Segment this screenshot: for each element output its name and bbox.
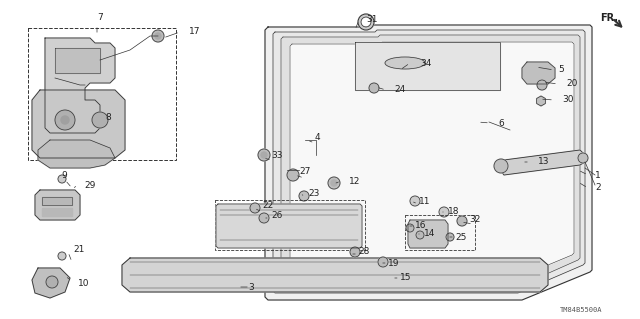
Bar bbox=[42, 208, 72, 216]
Circle shape bbox=[328, 177, 340, 189]
Circle shape bbox=[92, 112, 108, 128]
Text: 19: 19 bbox=[388, 258, 399, 268]
Circle shape bbox=[494, 159, 508, 173]
Circle shape bbox=[378, 257, 388, 267]
Circle shape bbox=[258, 149, 270, 161]
Polygon shape bbox=[355, 42, 500, 90]
Text: 2: 2 bbox=[595, 183, 600, 192]
Circle shape bbox=[261, 152, 267, 158]
Circle shape bbox=[58, 252, 66, 260]
Text: TM84B5500A: TM84B5500A bbox=[560, 307, 602, 313]
Text: 22: 22 bbox=[262, 201, 273, 210]
Text: 5: 5 bbox=[558, 65, 564, 75]
Circle shape bbox=[406, 224, 414, 232]
Text: 18: 18 bbox=[448, 207, 460, 217]
Text: 13: 13 bbox=[538, 158, 550, 167]
Circle shape bbox=[331, 180, 337, 186]
Polygon shape bbox=[32, 90, 125, 158]
Text: 1: 1 bbox=[595, 170, 601, 180]
Circle shape bbox=[416, 231, 424, 239]
Text: 15: 15 bbox=[400, 273, 412, 283]
Text: FR.: FR. bbox=[600, 13, 618, 23]
Circle shape bbox=[55, 110, 75, 130]
Text: 16: 16 bbox=[415, 221, 426, 231]
Text: 7: 7 bbox=[97, 13, 103, 23]
Circle shape bbox=[155, 33, 161, 39]
Polygon shape bbox=[281, 35, 580, 288]
Circle shape bbox=[299, 191, 309, 201]
Circle shape bbox=[439, 207, 449, 217]
Text: 31: 31 bbox=[366, 16, 378, 25]
Text: 34: 34 bbox=[420, 58, 431, 68]
Polygon shape bbox=[55, 48, 100, 73]
Circle shape bbox=[287, 169, 299, 181]
Circle shape bbox=[446, 233, 454, 241]
Circle shape bbox=[61, 116, 69, 124]
Polygon shape bbox=[216, 204, 362, 248]
Text: 27: 27 bbox=[299, 167, 310, 176]
Polygon shape bbox=[35, 190, 80, 220]
Polygon shape bbox=[122, 258, 548, 292]
Polygon shape bbox=[265, 25, 592, 300]
Text: 17: 17 bbox=[189, 27, 200, 36]
Bar bbox=[42, 197, 72, 205]
Polygon shape bbox=[273, 30, 585, 293]
Text: 23: 23 bbox=[308, 189, 319, 197]
Text: 9: 9 bbox=[61, 170, 67, 180]
Polygon shape bbox=[45, 38, 115, 133]
Bar bbox=[42, 197, 72, 205]
Text: 26: 26 bbox=[271, 211, 282, 220]
Text: 21: 21 bbox=[73, 244, 84, 254]
Circle shape bbox=[369, 83, 379, 93]
Polygon shape bbox=[32, 268, 70, 298]
Text: 30: 30 bbox=[562, 95, 573, 105]
Text: 6: 6 bbox=[498, 118, 504, 128]
Text: 32: 32 bbox=[469, 216, 481, 225]
Circle shape bbox=[578, 153, 588, 163]
Text: 11: 11 bbox=[419, 197, 431, 205]
Text: 25: 25 bbox=[455, 233, 467, 241]
Text: 12: 12 bbox=[349, 176, 360, 186]
Text: 14: 14 bbox=[424, 229, 435, 239]
Circle shape bbox=[46, 276, 58, 288]
Text: 28: 28 bbox=[358, 248, 369, 256]
Circle shape bbox=[457, 216, 467, 226]
Circle shape bbox=[410, 196, 420, 206]
Circle shape bbox=[259, 213, 269, 223]
Polygon shape bbox=[408, 220, 448, 248]
Text: 8: 8 bbox=[105, 114, 111, 122]
Text: 33: 33 bbox=[271, 151, 282, 160]
Text: 4: 4 bbox=[315, 133, 321, 143]
Text: 10: 10 bbox=[78, 279, 90, 288]
Ellipse shape bbox=[385, 57, 425, 69]
Text: 24: 24 bbox=[394, 85, 405, 94]
Text: 3: 3 bbox=[248, 283, 253, 292]
Polygon shape bbox=[500, 150, 585, 175]
Text: 29: 29 bbox=[84, 182, 95, 190]
Polygon shape bbox=[522, 62, 555, 84]
Circle shape bbox=[537, 80, 547, 90]
Circle shape bbox=[350, 247, 360, 257]
Polygon shape bbox=[290, 42, 574, 280]
Polygon shape bbox=[38, 140, 115, 168]
Text: 20: 20 bbox=[566, 79, 577, 88]
Circle shape bbox=[58, 175, 66, 183]
Circle shape bbox=[152, 30, 164, 42]
Circle shape bbox=[250, 203, 260, 213]
